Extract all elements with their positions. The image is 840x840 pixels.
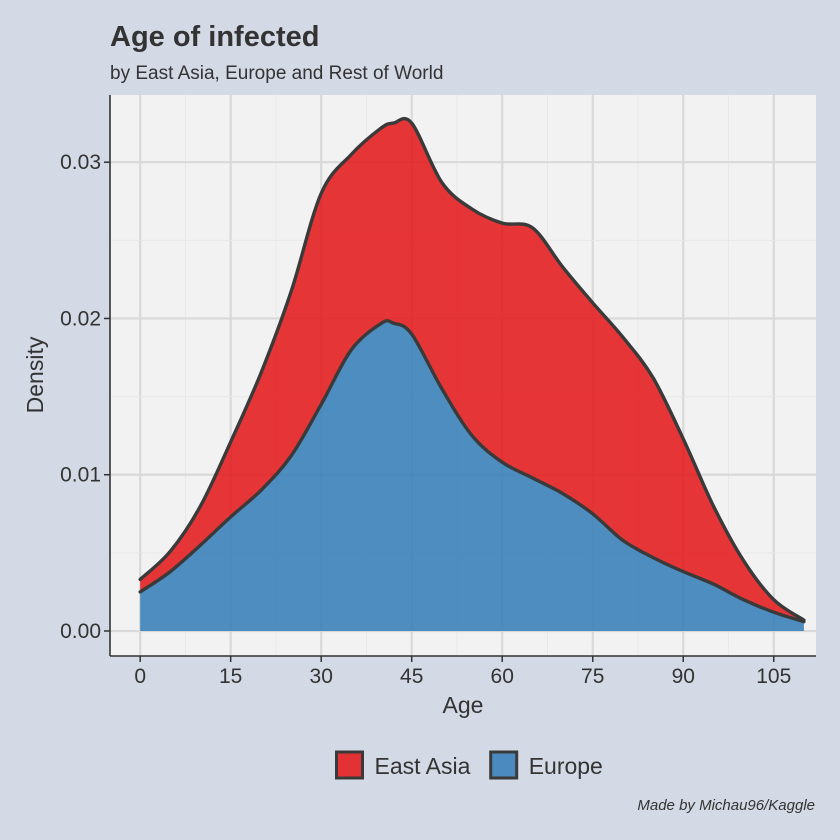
y-axis-title: Density bbox=[22, 336, 48, 413]
chart-caption: Made by Michau96/Kaggle bbox=[637, 797, 815, 814]
y-tick-label: 0.00 bbox=[60, 620, 101, 643]
outline-europe bbox=[138, 319, 806, 624]
x-tick-label: 105 bbox=[756, 665, 791, 688]
x-tick-label: 30 bbox=[310, 665, 333, 688]
y-tick-label: 0.01 bbox=[60, 464, 101, 487]
x-tick-label: 0 bbox=[134, 665, 146, 688]
y-tick-label: 0.03 bbox=[60, 151, 101, 174]
area-europe bbox=[140, 320, 804, 631]
legend-swatch-europe bbox=[489, 750, 519, 780]
x-axis-ticks: 0 15 30 45 60 75 90 105 bbox=[134, 656, 791, 688]
x-tick-label: 75 bbox=[581, 665, 604, 688]
y-axis-ticks: 0.00 0.01 0.02 0.03 bbox=[60, 151, 110, 643]
chart-subtitle: by East Asia, Europe and Rest of World bbox=[110, 63, 443, 84]
legend-label-europe: Europe bbox=[529, 753, 603, 779]
outline-east-asia bbox=[138, 116, 806, 622]
chart-title: Age of infected bbox=[110, 21, 319, 53]
x-tick-label: 90 bbox=[672, 665, 695, 688]
y-tick-label: 0.02 bbox=[60, 307, 101, 330]
legend-label-east-asia: East Asia bbox=[375, 753, 471, 779]
legend: East Asia Europe bbox=[335, 750, 603, 780]
x-tick-label: 15 bbox=[219, 665, 242, 688]
legend-swatch-east-asia bbox=[335, 750, 364, 780]
x-tick-label: 60 bbox=[491, 665, 514, 688]
x-tick-label: 45 bbox=[400, 665, 423, 688]
density-areas bbox=[138, 116, 806, 631]
x-axis-title: Age bbox=[443, 692, 484, 718]
